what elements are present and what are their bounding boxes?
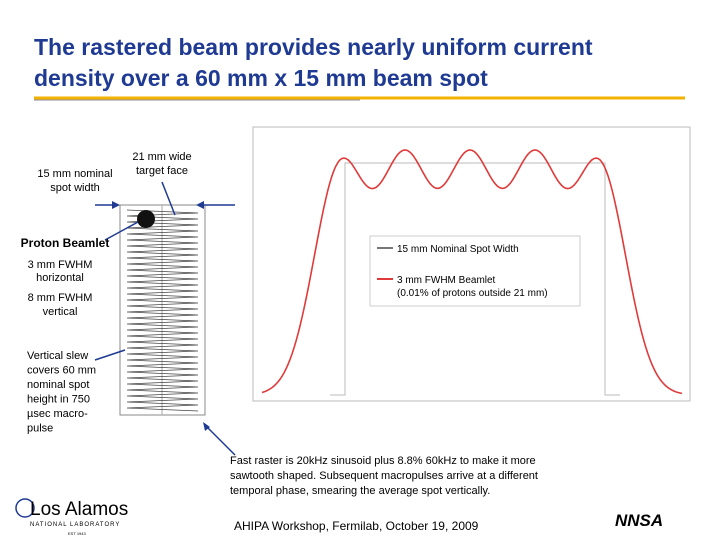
label: 15 mm nominal <box>37 168 112 180</box>
label: nominal spot <box>27 379 89 391</box>
footer-text: AHIPA Workshop, Fermilab, October 19, 20… <box>234 519 479 533</box>
label: horizontal <box>36 272 84 284</box>
title-line: The rastered beam provides nearly unifor… <box>34 34 593 60</box>
plot-frame <box>252 126 691 402</box>
logo-text: Los Alamos <box>30 499 128 520</box>
legend-entry: 15 mm Nominal Spot Width <box>397 244 519 255</box>
logo-subtext: NATIONAL LABORATORY <box>30 522 120 528</box>
label: vertical <box>43 306 78 318</box>
nnsa-logo: NNSA <box>615 511 663 530</box>
pointer <box>104 221 139 241</box>
pointer <box>204 424 236 456</box>
label: µsec macro- <box>27 408 88 420</box>
logo-subtext: EST 1943 <box>68 531 86 536</box>
legend-box <box>369 235 581 307</box>
label: 3 mm FWHM <box>28 259 93 271</box>
label: 21 mm wide <box>132 151 191 163</box>
label: height in 750 <box>27 394 90 406</box>
label: pulse <box>27 423 53 435</box>
label: target face <box>136 165 188 177</box>
nominal-width-line <box>330 162 620 396</box>
legend-entry: (0.01% of protons outside 21 mm) <box>397 288 548 299</box>
caption: sawtooth shaped. Subsequent macropulses … <box>230 470 538 482</box>
logo-mark <box>15 498 35 518</box>
label: Vertical slew <box>27 350 88 362</box>
raster-path <box>126 209 199 412</box>
pointer <box>94 349 126 361</box>
legend-entry: 3 mm FWHM Beamlet <box>397 275 496 286</box>
arrowhead <box>112 201 120 209</box>
pointer <box>161 181 176 216</box>
arrowhead <box>196 201 204 209</box>
label: spot width <box>50 182 100 194</box>
caption: Fast raster is 20kHz sinusoid plus 8.8% … <box>230 455 536 467</box>
caption: temporal phase, smearing the average spo… <box>230 485 490 497</box>
beamlet-dot <box>137 210 155 228</box>
slew-text: Vertical slew covers 60 mm nominal spot hei… <box>27 350 96 435</box>
arrowhead <box>203 422 210 431</box>
title-line: density over a 60 mm x 15 mm beam spot <box>34 65 488 91</box>
label: Proton Beamlet <box>21 236 110 250</box>
label: 8 mm FWHM <box>28 292 93 304</box>
beam-profile <box>261 149 683 395</box>
label: covers 60 mm <box>27 365 96 377</box>
